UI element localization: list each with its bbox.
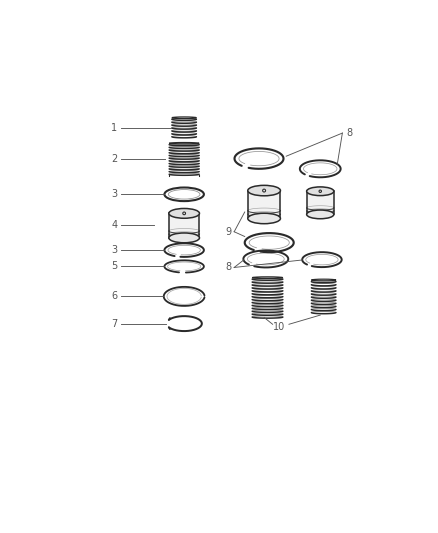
Text: 2: 2: [111, 154, 117, 164]
Ellipse shape: [169, 208, 199, 219]
Ellipse shape: [247, 185, 280, 196]
Text: 6: 6: [111, 292, 117, 301]
Text: 3: 3: [111, 245, 117, 255]
Text: 1: 1: [111, 123, 117, 133]
Polygon shape: [169, 213, 199, 238]
Ellipse shape: [247, 213, 280, 224]
Text: 4: 4: [111, 220, 117, 230]
Text: 10: 10: [273, 322, 285, 332]
Polygon shape: [306, 191, 333, 214]
Ellipse shape: [306, 210, 333, 219]
Text: 3: 3: [111, 189, 117, 199]
Polygon shape: [247, 191, 280, 219]
Text: 8: 8: [345, 128, 351, 138]
Text: 7: 7: [111, 319, 117, 329]
Text: 9: 9: [225, 227, 231, 237]
Text: 8: 8: [225, 262, 231, 272]
Text: 5: 5: [111, 262, 117, 271]
Ellipse shape: [306, 187, 333, 196]
Ellipse shape: [169, 233, 199, 243]
